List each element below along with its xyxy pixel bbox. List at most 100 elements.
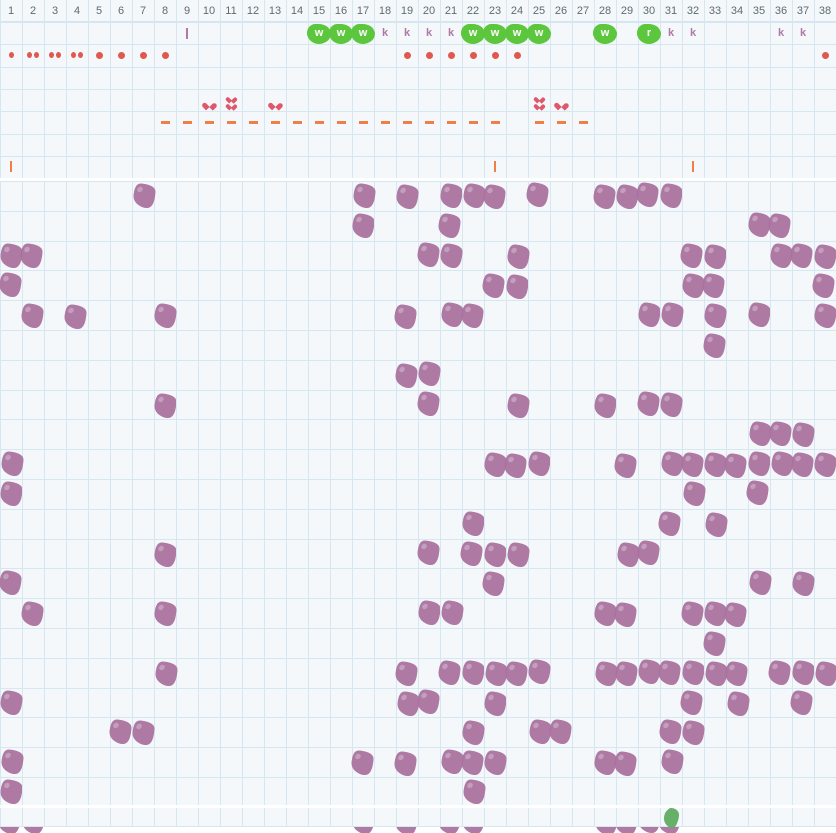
grid-blob[interactable] (22, 304, 42, 326)
marker-letter-k-col20[interactable]: k (418, 22, 440, 44)
grid-blob[interactable] (134, 185, 154, 207)
grid-blob[interactable] (706, 603, 726, 625)
grid-blob[interactable] (506, 663, 526, 685)
column-header-5[interactable]: 5 (95, 5, 103, 17)
grid-blob[interactable] (616, 752, 636, 774)
grid-blob[interactable] (442, 602, 462, 624)
grid-blob[interactable] (816, 305, 836, 327)
marker-dash-col20[interactable] (418, 111, 440, 133)
grid-blob[interactable] (507, 275, 527, 297)
marker-dots-col2[interactable] (22, 44, 44, 66)
grid-blob[interactable] (485, 692, 505, 714)
grid-blob[interactable] (484, 185, 504, 207)
grid-blob[interactable] (794, 423, 814, 445)
grid-blob[interactable] (814, 275, 834, 297)
column-header-4[interactable]: 4 (73, 5, 81, 17)
grid-blob[interactable] (530, 720, 550, 742)
grid-blob[interactable] (134, 721, 154, 743)
marker-dash-col27[interactable] (572, 111, 594, 133)
bottom-green-blob[interactable] (664, 809, 678, 826)
grid-blob[interactable] (596, 603, 616, 625)
marker-letter-w-col24[interactable]: w (506, 22, 528, 44)
grid-blob[interactable] (110, 721, 130, 743)
grid-blob[interactable] (706, 662, 726, 684)
marker-tick-col23[interactable] (484, 156, 506, 178)
grid-blob[interactable] (638, 393, 658, 414)
marker-letter-w-col25[interactable]: w (528, 22, 550, 44)
grid-blob[interactable] (682, 692, 702, 713)
column-header-32[interactable]: 32 (686, 5, 700, 17)
column-header-11[interactable]: 11 (225, 5, 237, 17)
grid-blob[interactable] (815, 245, 835, 267)
grid-blob[interactable] (726, 603, 746, 625)
grid-blob[interactable] (1, 482, 21, 504)
grid-blob[interactable] (418, 244, 438, 265)
marker-dots-col6[interactable] (110, 44, 132, 66)
marker-letter-w-col15[interactable]: w (308, 22, 330, 44)
grid-blob[interactable] (528, 184, 548, 206)
grid-blob[interactable] (22, 602, 42, 624)
grid-blob[interactable] (464, 185, 484, 207)
grid-blob[interactable] (419, 601, 439, 623)
column-header-2[interactable]: 2 (29, 5, 37, 17)
marker-dash-col12[interactable] (242, 111, 264, 133)
grid-blob[interactable] (749, 303, 769, 325)
grid-blob[interactable] (442, 304, 462, 326)
grid-blob[interactable] (550, 721, 570, 743)
marker-dash-col23[interactable] (484, 111, 506, 133)
column-header-20[interactable]: 20 (422, 5, 436, 17)
grid-blob[interactable] (638, 542, 658, 563)
marker-letter-w-col22[interactable]: w (462, 22, 484, 44)
grid-blob[interactable] (486, 662, 506, 684)
grid-blob[interactable] (706, 305, 726, 327)
grid-blob[interactable] (706, 454, 726, 476)
grid-blob[interactable] (682, 453, 702, 475)
grid-blob[interactable] (464, 781, 484, 803)
marker-dots-col7[interactable] (132, 44, 154, 66)
marker-dash-col18[interactable] (374, 111, 396, 133)
grid-blob[interactable] (705, 245, 725, 267)
grid-blob[interactable] (506, 454, 526, 476)
grid-blob[interactable] (2, 453, 22, 475)
grid-blob[interactable] (155, 394, 175, 416)
column-header-36[interactable]: 36 (774, 5, 788, 17)
grid-blob[interactable] (1, 780, 21, 802)
grid-blob[interactable] (486, 752, 506, 774)
grid-blob[interactable] (530, 661, 550, 683)
grid-blob[interactable] (772, 453, 792, 475)
column-header-29[interactable]: 29 (620, 5, 634, 17)
column-header-24[interactable]: 24 (510, 5, 524, 17)
column-header-25[interactable]: 25 (532, 5, 546, 17)
grid-blob[interactable] (660, 661, 680, 683)
grid-blob[interactable] (442, 244, 462, 266)
grid-blob[interactable] (792, 692, 812, 713)
column-header-22[interactable]: 22 (466, 5, 480, 17)
grid-blob[interactable] (396, 305, 416, 327)
grid-blob[interactable] (662, 751, 682, 773)
column-header-6[interactable]: 6 (117, 5, 125, 17)
grid-blob[interactable] (750, 571, 770, 593)
grid-blob[interactable] (794, 572, 814, 594)
marker-dots-col5[interactable] (88, 44, 110, 66)
grid-blob[interactable] (594, 185, 614, 207)
marker-dots-col23[interactable] (484, 44, 506, 66)
grid-blob[interactable] (0, 572, 20, 594)
grid-blob[interactable] (682, 602, 702, 624)
marker-dash-col25[interactable] (528, 111, 550, 133)
column-header-16[interactable]: 16 (334, 5, 348, 17)
marker-dash-col10[interactable] (198, 111, 220, 133)
grid-blob[interactable] (595, 394, 615, 416)
column-header-27[interactable]: 27 (576, 5, 590, 17)
grid-blob[interactable] (485, 543, 505, 565)
grid-blob[interactable] (616, 663, 636, 685)
grid-blob[interactable] (596, 752, 616, 774)
marker-letter-k-col32[interactable]: k (682, 22, 704, 44)
column-header-35[interactable]: 35 (752, 5, 766, 17)
marker-letter-w-col17[interactable]: w (352, 22, 374, 44)
grid-blob[interactable] (508, 395, 528, 416)
grid-blob[interactable] (418, 393, 438, 414)
marker-hearts-col25[interactable] (528, 89, 550, 111)
marker-dash-col16[interactable] (330, 111, 352, 133)
grid-blob[interactable] (418, 542, 438, 563)
grid-blob[interactable] (398, 693, 418, 714)
